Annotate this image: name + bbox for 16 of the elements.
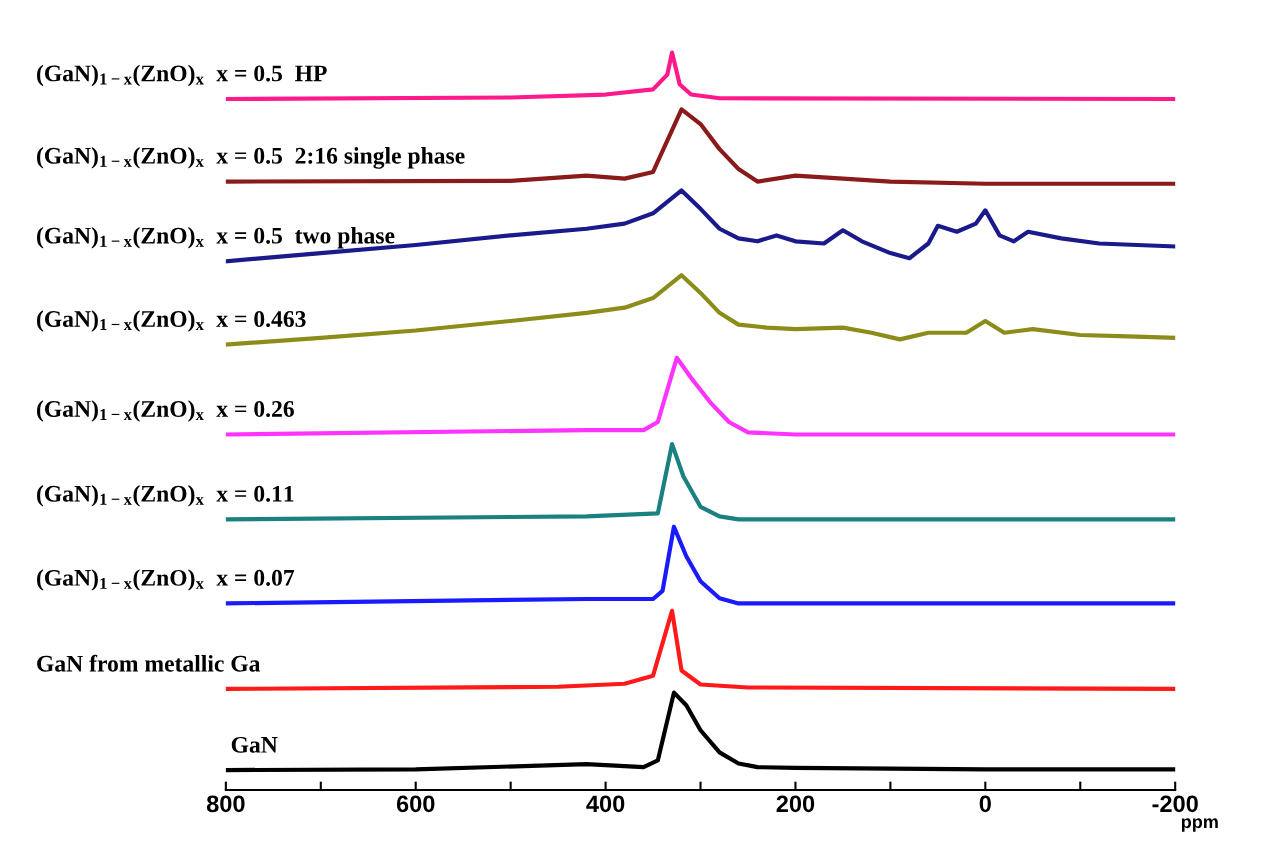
x-tick-label: 600 xyxy=(396,795,435,813)
series-label: (GaN)$_{1−x}$(ZnO)$_{x}$ x = 0.463 xyxy=(37,310,306,332)
series-label: (GaN)$_{1−x}$(ZnO)$_{x}$ x = 0.26 xyxy=(37,400,294,422)
x-tick-label: -200 xyxy=(1152,795,1198,813)
series-label: GaN from metallic Ga xyxy=(37,654,261,672)
x-tick-label: 200 xyxy=(776,795,815,813)
series-label: (GaN)$_{1−x}$(ZnO)$_{x}$ x = 0.5 two phase xyxy=(37,226,395,249)
series-label: (GaN)$_{1−x}$(ZnO)$_{x}$ x = 0.5 HP xyxy=(37,64,327,87)
series-label: (GaN)$_{1−x}$(ZnO)$_{x}$ x = 0.5 2:16 single phase xyxy=(37,147,465,169)
series-label: GaN xyxy=(231,736,278,753)
series-label: (GaN)$_{1−x}$(ZnO)$_{x}$ x = 0.07 xyxy=(37,569,295,591)
x-axis-title: ppm xyxy=(1181,818,1218,832)
series-label: (GaN)$_{1−x}$(ZnO)$_{x}$ x = 0.11 xyxy=(37,485,294,507)
x-tick-label: 0 xyxy=(979,795,991,813)
x-tick-label: 400 xyxy=(586,795,625,813)
x-tick-label: 800 xyxy=(206,795,245,813)
